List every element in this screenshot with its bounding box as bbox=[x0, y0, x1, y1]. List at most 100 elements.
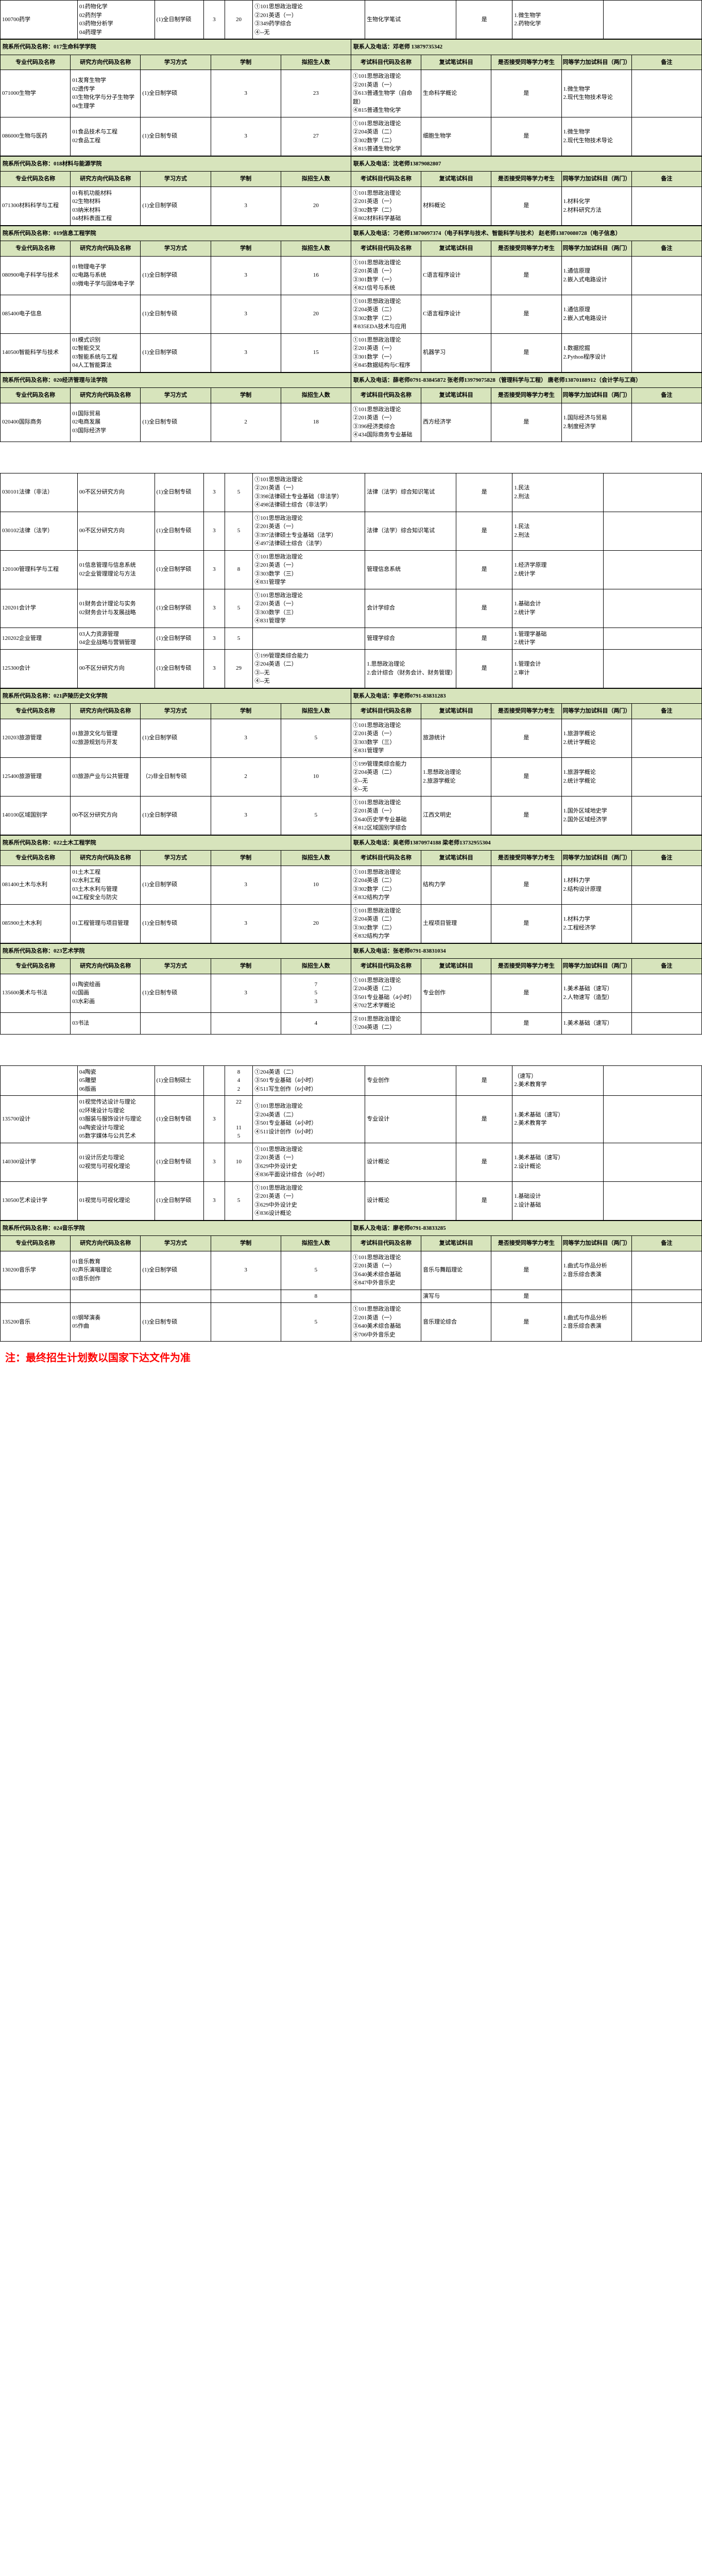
program-cell bbox=[1, 1290, 71, 1303]
department-contact: 联系人及电话：邓老师 13879735342 bbox=[351, 40, 701, 55]
col-header: 学习方式 bbox=[141, 851, 211, 866]
program-cell: 120202企业管理 bbox=[1, 628, 78, 649]
program-cell: 结构力学 bbox=[421, 866, 491, 904]
program-cell: 01土木工程02水利工程03土木水利与管理04工程安全与防灾 bbox=[71, 866, 141, 904]
program-cell: 是 bbox=[491, 70, 561, 117]
program-cell: 00不区分研究方向 bbox=[77, 649, 155, 688]
program-cell: 音乐理论综合 bbox=[421, 1303, 491, 1342]
program-cell: 8 bbox=[281, 1290, 351, 1303]
col-header: 同等学力加试科目（两门） bbox=[561, 55, 631, 70]
program-cell: ①101思想政治理论②201英语（一）③302数学（二）④802材料科学基础 bbox=[351, 187, 421, 225]
col-header: 拟招生人数 bbox=[281, 55, 351, 70]
program-row: 030102法律（法学）00不区分研究方向(1)全日制专硕35①101思想政治理… bbox=[1, 512, 702, 550]
program-cell: ①101思想政治理论②201英语（一）③640美术综合基础④706中外音乐史 bbox=[351, 1303, 421, 1342]
program-cell: (1)全日制学硕 bbox=[141, 1251, 211, 1290]
program-cell: 是 bbox=[491, 1303, 561, 1342]
program-cell: ①101思想政治理论②201英语（一）③397法律硕士专业基础（法学）④497法… bbox=[253, 512, 365, 550]
program-cell: (1)全日制专硕 bbox=[155, 1143, 203, 1181]
col-header: 专业代码及名称 bbox=[1, 55, 71, 70]
program-cell: (1)全日制专硕 bbox=[155, 649, 203, 688]
program-cell: 是 bbox=[456, 1181, 512, 1220]
program-cell: 130200音乐学 bbox=[1, 1251, 71, 1290]
program-cell: 01模式识别02智能交叉03智能系统与工程04人工智能算法 bbox=[71, 333, 141, 372]
col-header: 复试笔试科目 bbox=[421, 388, 491, 403]
program-cell: 020400国际商务 bbox=[1, 403, 71, 442]
admissions-table: 院系所代码及名称：022土木工程学院联系人及电话：吴老师13870974188 … bbox=[0, 835, 702, 943]
program-cell: 5 bbox=[281, 796, 351, 835]
program-cell: 01食品技术与工程02食品工程 bbox=[71, 117, 141, 156]
program-cell: 23 bbox=[281, 70, 351, 117]
program-cell: 3 bbox=[211, 974, 281, 1012]
program-cell: ①101思想政治理论②204英语（二）③302数学（二）④832结构力学 bbox=[351, 904, 421, 943]
program-cell: ①101思想政治理论②201英语（一）③303数学（三）④831管理学 bbox=[253, 589, 365, 628]
col-header: 拟招生人数 bbox=[281, 241, 351, 257]
program-cell: ①101思想政治理论②204英语（二）③501专业基础（4小时）④702艺术学概… bbox=[351, 974, 421, 1012]
program-cell: 生物化学笔试 bbox=[365, 1, 456, 39]
program-cell: 3 bbox=[211, 256, 281, 295]
program-cell: 3 bbox=[203, 1096, 225, 1143]
program-cell: 会计学综合 bbox=[365, 589, 456, 628]
program-cell: 071000生物学 bbox=[1, 70, 71, 117]
program-cell: 1.旅游学概论2.统计学概论 bbox=[561, 757, 631, 796]
program-cell: 是 bbox=[491, 719, 561, 757]
col-header: 考试科目代码及名称 bbox=[351, 1236, 421, 1251]
program-cell: 140300设计学 bbox=[1, 1143, 78, 1181]
program-cell: ①101思想政治理论②204英语（二）③302数学（二）④835EDA技术与应用 bbox=[351, 295, 421, 333]
program-cell: 1.基础会计2.统计学 bbox=[512, 589, 604, 628]
program-cell: 设计概论 bbox=[365, 1143, 456, 1181]
program-cell: 5 bbox=[281, 1251, 351, 1290]
program-cell: 是 bbox=[491, 757, 561, 796]
program-cell: 1.国际经济与贸易2.制度经济学 bbox=[561, 403, 631, 442]
program-cell: 18 bbox=[281, 403, 351, 442]
program-cell: 3 bbox=[203, 589, 225, 628]
column-header-row: 专业代码及名称研究方向代码及名称学习方式学制拟招生人数考试科目代码及名称复试笔试… bbox=[1, 241, 702, 257]
department-name: 院系所代码及名称：020经济管理与法学院 bbox=[1, 372, 351, 388]
col-header: 学习方式 bbox=[141, 959, 211, 974]
program-cell: 01信息管理与信息系统02企业管理理论与方法 bbox=[77, 550, 155, 589]
col-header: 拟招生人数 bbox=[281, 851, 351, 866]
program-cell: ②101思想政治理论①204英语（二） bbox=[351, 1012, 421, 1034]
col-header: 研究方向代码及名称 bbox=[71, 851, 141, 866]
col-header: 复试笔试科目 bbox=[421, 851, 491, 866]
program-cell bbox=[561, 1290, 631, 1303]
program-cell: 01视觉与可视化理论 bbox=[77, 1181, 155, 1220]
program-cell: 3 bbox=[211, 187, 281, 225]
program-cell: 材料概论 bbox=[421, 187, 491, 225]
program-cell: ①101思想政治理论②204英语（二）③501专业基础（4小时）④511设计创作… bbox=[253, 1096, 365, 1143]
program-cell: 10 bbox=[225, 1143, 252, 1181]
admissions-table: 院系所代码及名称：019信息工程学院联系人及电话：刁老师13870097374（… bbox=[0, 226, 702, 372]
program-cell: 5 bbox=[225, 628, 252, 649]
program-cell: 专业创作 bbox=[421, 974, 491, 1012]
col-header: 学制 bbox=[211, 851, 281, 866]
program-row: 085900土木水利01工程管理与项目管理(1)全日制专硕320①101思想政治… bbox=[1, 904, 702, 943]
program-cell: 01财务会计理论与实务02财务会计与发展战略 bbox=[77, 589, 155, 628]
program-cell: 3 bbox=[211, 70, 281, 117]
program-cell bbox=[631, 719, 701, 757]
program-cell: 140500智能科学与技术 bbox=[1, 333, 71, 372]
program-cell: (1)全日制学硕 bbox=[141, 70, 211, 117]
col-header: 学制 bbox=[211, 55, 281, 70]
program-cell: 135200音乐 bbox=[1, 1303, 71, 1342]
department-name: 院系所代码及名称：019信息工程学院 bbox=[1, 226, 351, 241]
program-cell: 125300会计 bbox=[1, 649, 78, 688]
col-header: 学制 bbox=[211, 1236, 281, 1251]
program-row: 125300会计00不区分研究方向(1)全日制专硕329①199管理类综合能力②… bbox=[1, 649, 702, 688]
program-cell: 是 bbox=[456, 1096, 512, 1143]
col-header: 研究方向代码及名称 bbox=[71, 1236, 141, 1251]
col-header: 复试笔试科目 bbox=[421, 172, 491, 187]
col-header: 研究方向代码及名称 bbox=[71, 959, 141, 974]
program-cell: 1.管理会计2.审计 bbox=[512, 649, 604, 688]
program-cell: 20 bbox=[281, 904, 351, 943]
program-cell: ①101思想政治理论②201英语（一）③349药学综合④--无 bbox=[253, 1, 365, 39]
program-cell: 1.曲式与作品分析2.音乐综合表演 bbox=[561, 1251, 631, 1290]
program-cell: 071300材料科学与工程 bbox=[1, 187, 71, 225]
program-cell: 2 bbox=[211, 403, 281, 442]
program-cell: ①101思想政治理论②201英语（一）③640历史学专业基础④812区域国别学综… bbox=[351, 796, 421, 835]
program-cell bbox=[211, 1303, 281, 1342]
program-cell: ①199管理类综合能力②204英语（二）③--无④--无 bbox=[351, 757, 421, 796]
program-cell: 3 bbox=[211, 117, 281, 156]
program-cell: 1.美术基础（速写）2.人物速写（造型） bbox=[561, 974, 631, 1012]
program-cell: 00不区分研究方向 bbox=[71, 796, 141, 835]
program-row: 04陶瓷05雕塑06版画(1)全日制硕士842①204英语（二）③501专业基础… bbox=[1, 1065, 702, 1096]
program-cell: (1)全日制专硕 bbox=[155, 512, 203, 550]
